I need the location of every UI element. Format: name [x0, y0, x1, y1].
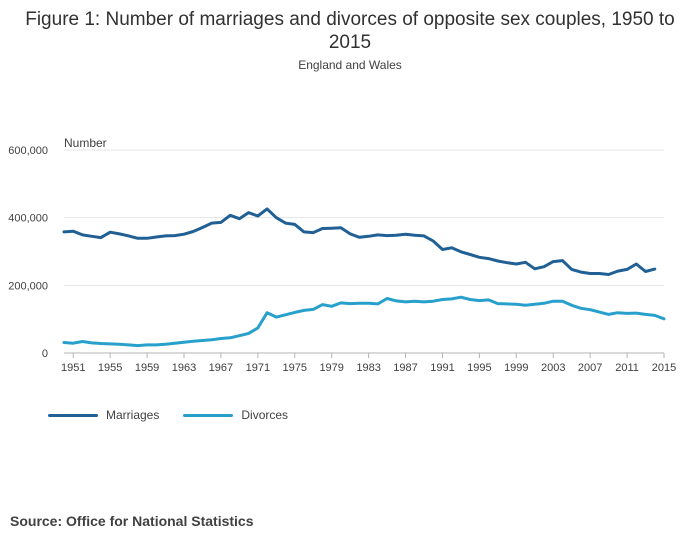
x-tick-label: 1991	[430, 362, 454, 374]
x-tick-label: 1995	[467, 362, 491, 374]
x-tick-label: 1979	[319, 362, 343, 374]
series-line-marriages	[62, 207, 657, 276]
axes: Number 0 200,000 400,000 600,000 1951 1955 195…	[8, 136, 676, 374]
legend-label: Divorces	[241, 408, 289, 422]
x-tick-label: 1999	[504, 362, 528, 374]
x-tick-label: 2015	[652, 362, 676, 374]
legend-swatch	[48, 413, 98, 417]
chart-title: Figure 1: Number of marriages and divorc…	[25, 9, 675, 53]
legend-label: Marriages	[106, 408, 160, 422]
legend-swatch	[183, 413, 234, 417]
x-tick-label: 1983	[356, 362, 380, 374]
x-tick-label: 2007	[578, 362, 602, 374]
gridlines	[64, 149, 664, 354]
x-tick-label: 1951	[61, 362, 85, 374]
x-tick-label: 2011	[615, 362, 639, 374]
x-tick-label: 1963	[172, 362, 196, 374]
y-tick-label: 400,000	[8, 213, 48, 225]
x-tick-label: 2003	[541, 362, 565, 374]
x-tick-label: 1955	[98, 362, 122, 374]
x-tick-label: 1975	[283, 362, 307, 374]
y-tick-label: 0	[42, 348, 48, 360]
x-tick-label: 1967	[209, 362, 233, 374]
y-tick-label: 600,000	[8, 145, 48, 157]
series-line-divorces	[62, 295, 666, 348]
chart-subtitle: England and Wales	[298, 58, 402, 72]
series-lines	[62, 207, 666, 348]
y-tick-label: 200,000	[8, 280, 48, 292]
legend-item-divorces: Divorces	[183, 408, 288, 422]
source-note: Source: Office for National Statistics	[10, 513, 254, 529]
x-tick-label: 1987	[393, 362, 417, 374]
y-axis-unit-label: Number	[64, 136, 107, 150]
legend-item-marriages: Marriages	[48, 408, 159, 422]
x-tick-label: 1959	[135, 362, 159, 374]
legend: Marriages Divorces	[48, 408, 312, 422]
x-tick-label: 1971	[246, 362, 270, 374]
